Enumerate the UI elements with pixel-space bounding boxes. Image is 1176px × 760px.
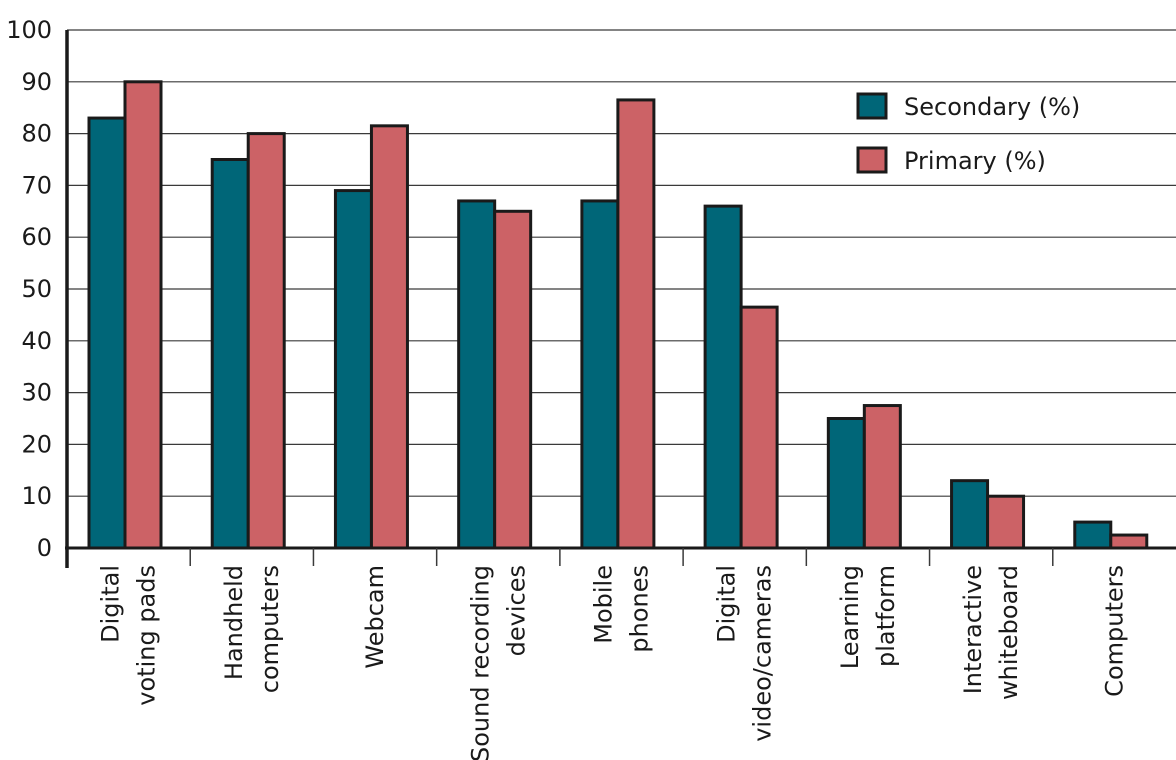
x-category-label: Mobile phones (590, 565, 654, 653)
legend-label: Primary (%) (904, 147, 1046, 175)
x-category-label-line: whiteboard (995, 565, 1023, 700)
axes (65, 30, 1176, 568)
x-category-label: Learning platform (836, 565, 900, 669)
y-tick-label: 40 (21, 327, 52, 355)
y-tick-label: 100 (6, 16, 52, 44)
bar-secondary (210, 158, 250, 550)
x-category-label-line: computers (256, 565, 284, 693)
x-category-label-line: Interactive (959, 565, 987, 694)
x-category-label-line: Learning (836, 565, 864, 669)
x-axis-labels: Digital voting pads Handheld computers Webca… (97, 565, 1129, 760)
x-category-label-line: Webcam (361, 565, 389, 669)
x-category-label: Computers (1100, 565, 1128, 697)
bar-secondary (580, 199, 620, 550)
bar-secondary (826, 417, 866, 550)
x-category-label: Digital voting pads (97, 565, 161, 706)
y-tick-label: 20 (21, 430, 52, 458)
bar-primary (246, 132, 286, 550)
x-category-label: Handheld computers (220, 565, 284, 693)
bar-primary (123, 80, 163, 550)
bar-secondary (333, 189, 373, 550)
y-tick-label: 30 (21, 379, 52, 407)
x-category-label: Sound recording devices (466, 565, 530, 760)
y-tick-label: 0 (37, 534, 52, 562)
bar-primary (369, 124, 409, 550)
bar-primary (616, 98, 656, 550)
bar-primary (493, 209, 533, 550)
x-category-label-line: Digital (713, 565, 741, 643)
bar-secondary (1073, 520, 1113, 550)
x-category-label-line: Handheld (220, 565, 248, 680)
legend: Secondary (%) Primary (%) (856, 92, 1080, 175)
y-tick-label: 50 (21, 275, 52, 303)
x-category-label-line: devices (502, 565, 530, 656)
x-category-label-line: Sound recording (466, 565, 494, 760)
bar-secondary (703, 204, 743, 550)
x-category-label-line: voting pads (133, 565, 161, 706)
bar-secondary (950, 479, 990, 550)
legend-swatch (856, 146, 888, 174)
bar-primary (1109, 533, 1149, 550)
legend-label: Secondary (%) (904, 93, 1080, 121)
x-category-label: Interactive whiteboard (959, 565, 1023, 700)
y-tick-label: 90 (21, 68, 52, 96)
x-category-label-line: Computers (1100, 565, 1128, 697)
x-category-label-line: phones (626, 565, 654, 653)
y-tick-label: 60 (21, 223, 52, 251)
y-tick-label: 80 (21, 120, 52, 148)
x-category-label: Digital video/cameras (713, 565, 777, 742)
y-tick-label: 10 (21, 482, 52, 510)
x-category-label-line: Mobile (590, 565, 618, 644)
x-category-label-line: Digital (97, 565, 125, 643)
legend-swatch (856, 92, 888, 120)
x-category-label: Webcam (361, 565, 389, 669)
x-category-label-line: video/cameras (749, 565, 777, 742)
bar-secondary (87, 116, 127, 550)
x-category-label-line: platform (872, 565, 900, 667)
bar-primary (986, 494, 1026, 550)
y-tick-label: 70 (21, 171, 52, 199)
y-axis-ticks: 0 10 20 30 40 50 60 70 80 90 100 (6, 16, 52, 562)
bar-secondary (457, 199, 497, 550)
bar-primary (739, 305, 779, 550)
bar-primary (862, 404, 902, 550)
